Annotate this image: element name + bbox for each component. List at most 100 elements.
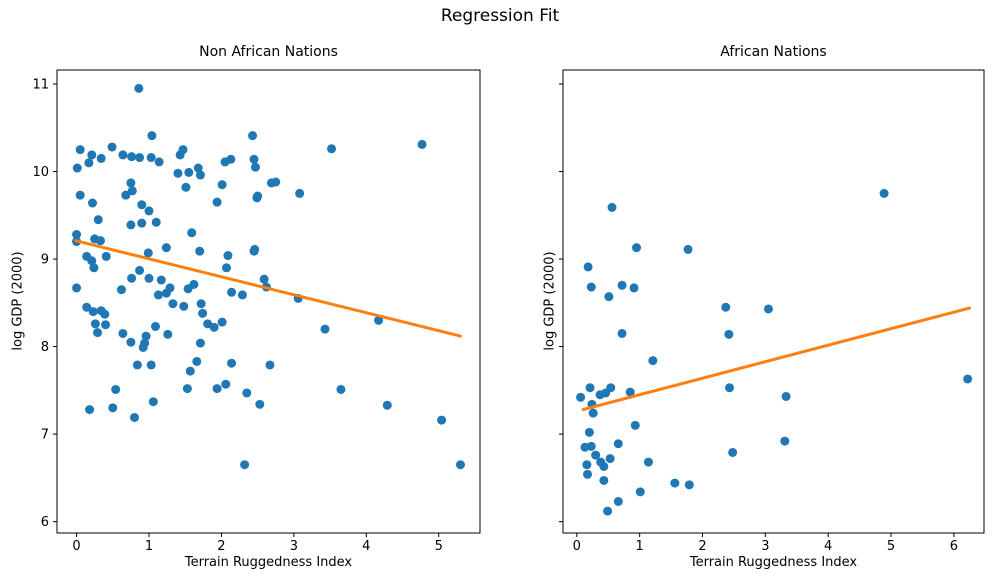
- scatter-point: [684, 480, 694, 490]
- scatter-point: [185, 366, 195, 376]
- x-tick-label: 1: [636, 539, 644, 554]
- scatter-point: [721, 302, 731, 312]
- scatter-point: [242, 388, 252, 398]
- scatter-point: [584, 427, 594, 437]
- scatter-point: [75, 190, 85, 200]
- scatter-point: [147, 131, 157, 141]
- scatter-point: [127, 152, 137, 162]
- y-tick-label: 11: [32, 78, 49, 93]
- scatter-point: [137, 200, 147, 210]
- axes-non-african: 0 1 2 3 4 5 6 7 8 9 10 11: [32, 69, 481, 554]
- scatter-point: [107, 142, 117, 152]
- scatter-point: [336, 384, 346, 394]
- scatter-point: [226, 154, 236, 164]
- scatter-point: [265, 360, 275, 370]
- scatter-point: [249, 154, 259, 164]
- x-tick-label: 1: [145, 539, 153, 554]
- scatter-point: [601, 388, 611, 398]
- scatter-point: [604, 292, 614, 302]
- scatter-point: [87, 256, 97, 266]
- scatter-point: [781, 391, 791, 401]
- scatter-point: [182, 384, 192, 394]
- scatter-point: [583, 469, 593, 479]
- x-tick-label: 4: [824, 539, 832, 554]
- scatter-point: [586, 282, 596, 292]
- scatter-point: [576, 392, 586, 402]
- scatter-point: [223, 251, 233, 261]
- scatter-point: [134, 83, 144, 93]
- scatter-point: [95, 236, 105, 246]
- scatter-point: [217, 317, 227, 327]
- scatter-point: [72, 230, 82, 240]
- scatter-point: [132, 360, 142, 370]
- scatter-point: [187, 228, 197, 238]
- scatter-point: [327, 144, 337, 154]
- ylabel-african: log GDP (2000): [542, 251, 558, 351]
- scatter-point: [163, 329, 173, 339]
- y-tick-label: 6: [41, 515, 49, 530]
- scatter-point: [116, 285, 126, 295]
- scatter-point: [87, 198, 97, 208]
- x-tick-label: 6: [950, 539, 958, 554]
- scatter-point: [629, 283, 639, 293]
- scatter-point: [126, 178, 136, 188]
- scatter-point: [728, 447, 738, 457]
- scatter-point: [374, 315, 384, 325]
- scatter-point: [599, 461, 609, 471]
- scatter-point: [670, 478, 680, 488]
- scatter-point: [168, 299, 178, 309]
- y-tick-label: 9: [41, 253, 49, 268]
- scatter-point: [161, 243, 171, 253]
- scatter-point: [183, 284, 193, 294]
- regression-line: [74, 239, 462, 338]
- scatter-point: [175, 150, 185, 160]
- scatter-point: [212, 384, 222, 394]
- scatter-point: [93, 328, 103, 338]
- scatter-point: [84, 158, 94, 168]
- scatter-point: [108, 403, 118, 413]
- scatter-point: [613, 496, 623, 506]
- scatter-point: [141, 331, 151, 341]
- scatter-point: [82, 302, 92, 312]
- scatter-point: [195, 246, 205, 256]
- scatter-point: [146, 153, 156, 163]
- scatter-point: [121, 190, 131, 200]
- scatter-point: [96, 153, 106, 163]
- scatter-point: [586, 441, 596, 451]
- scatter-point: [143, 248, 153, 258]
- x-tick-label: 2: [217, 539, 225, 554]
- x-tick-label: 2: [698, 539, 706, 554]
- scatter-point: [87, 150, 97, 160]
- scatter-point: [253, 191, 263, 201]
- scatter-point: [151, 217, 161, 227]
- scatter-point: [617, 328, 627, 338]
- scatter-point: [437, 415, 447, 425]
- y-tick-label: 8: [41, 340, 49, 355]
- x-tick-label: 5: [435, 539, 443, 554]
- scatter-point: [184, 167, 194, 177]
- scatter-point: [130, 412, 140, 422]
- scatter-point: [683, 244, 693, 254]
- scatter-point: [72, 163, 82, 173]
- subplot-title-non-african: Non African Nations: [199, 44, 338, 60]
- scatter-point: [227, 358, 237, 368]
- scatter-point: [630, 420, 640, 430]
- scatter-point: [585, 383, 595, 393]
- scatter-point: [588, 408, 598, 418]
- scatter-point: [137, 218, 147, 228]
- scatter-point: [126, 337, 136, 347]
- scatter-point: [599, 475, 609, 485]
- scatter-point: [127, 273, 137, 283]
- scatter-point: [250, 162, 260, 172]
- xlabel-non-african: Terrain Ruggedness Index: [184, 555, 353, 570]
- scatter-point: [583, 262, 593, 272]
- scatter-point: [382, 400, 392, 410]
- scatter-point: [90, 319, 100, 329]
- scatter-point: [156, 275, 166, 285]
- scatter-point: [181, 182, 191, 192]
- scatter-point: [127, 186, 137, 196]
- scatter-point: [582, 460, 592, 470]
- scatter-point: [135, 265, 145, 275]
- scatter-point: [93, 215, 103, 225]
